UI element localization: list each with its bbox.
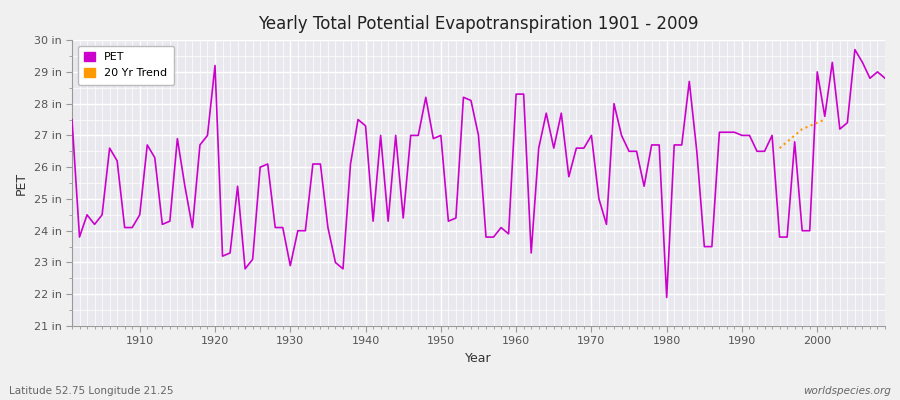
Legend: PET, 20 Yr Trend: PET, 20 Yr Trend [77, 46, 174, 85]
PET [510, 92, 521, 96]
PET [67, 117, 77, 122]
20 Yr Trend [796, 127, 807, 132]
Text: worldspecies.org: worldspecies.org [803, 386, 891, 396]
Line: 20 Yr Trend: 20 Yr Trend [779, 120, 824, 148]
20 Yr Trend [782, 139, 793, 144]
Line: PET: PET [72, 50, 885, 298]
X-axis label: Year: Year [465, 352, 491, 365]
PET [503, 232, 514, 236]
PET [601, 222, 612, 227]
Text: Latitude 52.75 Longitude 21.25: Latitude 52.75 Longitude 21.25 [9, 386, 174, 396]
PET [850, 47, 860, 52]
Y-axis label: PET: PET [15, 172, 28, 195]
PET [127, 225, 138, 230]
20 Yr Trend [789, 133, 800, 138]
20 Yr Trend [774, 146, 785, 150]
Title: Yearly Total Potential Evapotranspiration 1901 - 2009: Yearly Total Potential Evapotranspiratio… [258, 15, 698, 33]
PET [292, 228, 303, 233]
20 Yr Trend [819, 117, 830, 122]
20 Yr Trend [805, 124, 815, 128]
PET [662, 295, 672, 300]
20 Yr Trend [812, 120, 823, 125]
PET [879, 76, 890, 81]
PET [338, 266, 348, 271]
